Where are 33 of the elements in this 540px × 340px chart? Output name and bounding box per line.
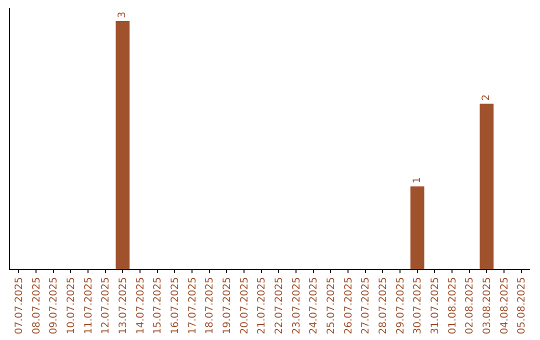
- x-tick-label: 24.07.2025: [308, 277, 320, 334]
- x-tick-label: 22.07.2025: [274, 277, 285, 334]
- x-tick-label: 09.07.2025: [48, 277, 60, 334]
- x-tick-label: 23.07.2025: [291, 277, 302, 334]
- x-tick-label: 18.07.2025: [204, 277, 216, 334]
- x-tick-label: 13.07.2025: [118, 277, 129, 334]
- data-label: 2: [481, 94, 492, 101]
- x-tick-label: 19.07.2025: [222, 277, 233, 334]
- x-tick-label: 04.08.2025: [499, 277, 510, 334]
- data-label: 1: [412, 176, 423, 184]
- x-tick-label: 03.08.2025: [482, 277, 493, 334]
- x-tick-label: 12.07.2025: [100, 277, 112, 334]
- x-tick-label: 16.07.2025: [170, 277, 181, 334]
- x-tick-label: 26.07.2025: [343, 277, 354, 334]
- x-tick-label: 08.07.2025: [31, 277, 42, 334]
- x-tick-label: 11.07.2025: [83, 277, 94, 334]
- x-tick-label: 21.07.2025: [256, 277, 268, 334]
- x-tick-label: 02.08.2025: [464, 277, 476, 334]
- x-tick-label: 27.07.2025: [360, 277, 372, 334]
- x-tick-label: 30.07.2025: [412, 277, 424, 334]
- x-tick-label: 25.07.2025: [326, 277, 337, 334]
- x-tick-label: 15.07.2025: [152, 277, 164, 334]
- x-tick-label: 29.07.2025: [395, 277, 406, 334]
- x-tick-label: 01.08.2025: [447, 277, 458, 334]
- x-tick-label: 17.07.2025: [187, 277, 198, 334]
- data-label: 3: [117, 12, 128, 18]
- x-tick-label: 07.07.2025: [14, 277, 25, 334]
- x-tick-label: 31.07.2025: [430, 277, 441, 334]
- x-tick-label: 05.08.2025: [516, 277, 528, 334]
- x-tick-label: 10.07.2025: [66, 277, 77, 334]
- x-tick-label: 28.07.2025: [378, 277, 389, 334]
- x-tick-label: 20.07.2025: [239, 277, 250, 334]
- x-tick-label: 14.07.2025: [135, 277, 146, 334]
